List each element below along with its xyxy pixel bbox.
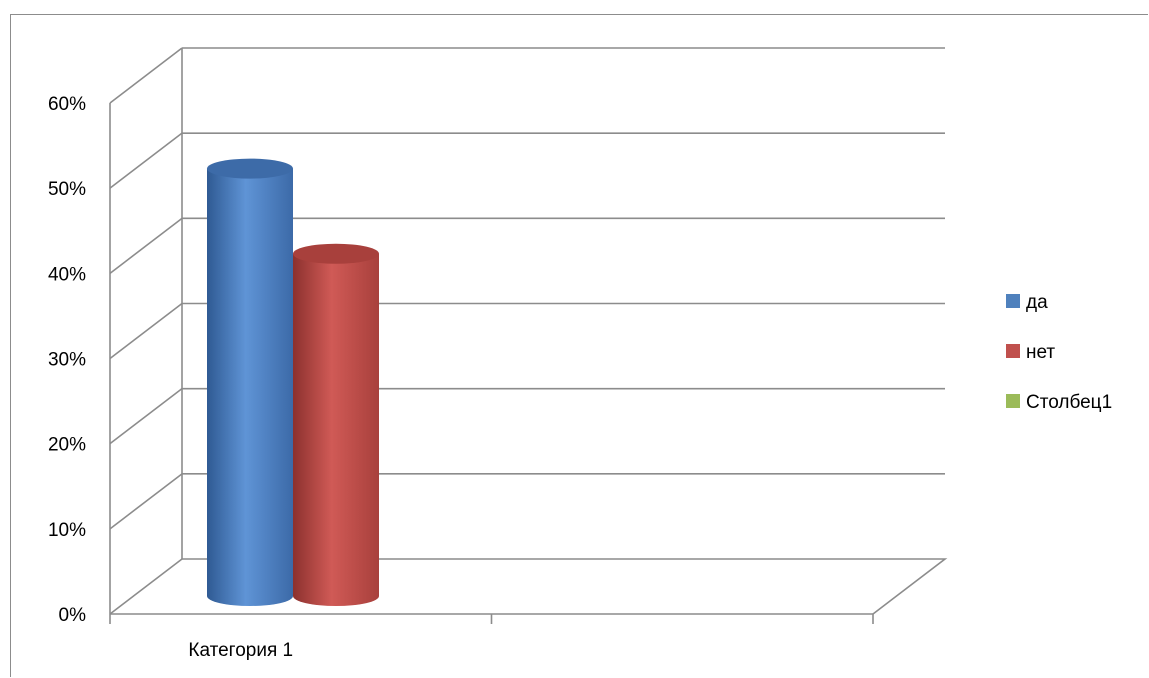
grid-layer [109, 47, 948, 615]
floor-back-edge [182, 558, 948, 615]
y-tick-label: 10% [48, 520, 86, 541]
axis-layer: 0% 10% 20% 30% 40% 50% 60% Категория 1 [48, 94, 874, 661]
gridline-diagonal [109, 388, 183, 445]
y-tick-label: 50% [48, 179, 86, 200]
y-tick-label: 20% [48, 435, 86, 456]
x-tick-label: Категория 1 [188, 640, 293, 661]
chart-frame [10, 14, 1148, 677]
bar [293, 253, 379, 606]
bar-top [293, 243, 379, 264]
gridline-diagonal [109, 473, 183, 530]
legend-swatch [1006, 294, 1020, 308]
legend-label: да [1026, 292, 1048, 313]
y-tick-label: 40% [48, 264, 86, 285]
y-tick-label: 60% [48, 94, 86, 115]
legend-swatch [1006, 394, 1020, 408]
gridline-diagonal [109, 132, 183, 189]
y-tick-label: 0% [59, 605, 87, 626]
gridline-diagonal [109, 558, 183, 615]
legend-label: Столбец1 [1026, 392, 1112, 413]
gridline-diagonal [109, 217, 183, 274]
legend-swatch [1006, 344, 1020, 358]
y-tick-label: 30% [48, 350, 86, 371]
gridline-diagonal [109, 47, 183, 104]
bar [207, 168, 293, 607]
bars-layer [207, 158, 379, 607]
bar-top [207, 158, 293, 179]
gridline-diagonal [109, 302, 183, 360]
legend-label: нет [1026, 342, 1055, 363]
legend: да нет Столбец1 [1006, 292, 1112, 413]
